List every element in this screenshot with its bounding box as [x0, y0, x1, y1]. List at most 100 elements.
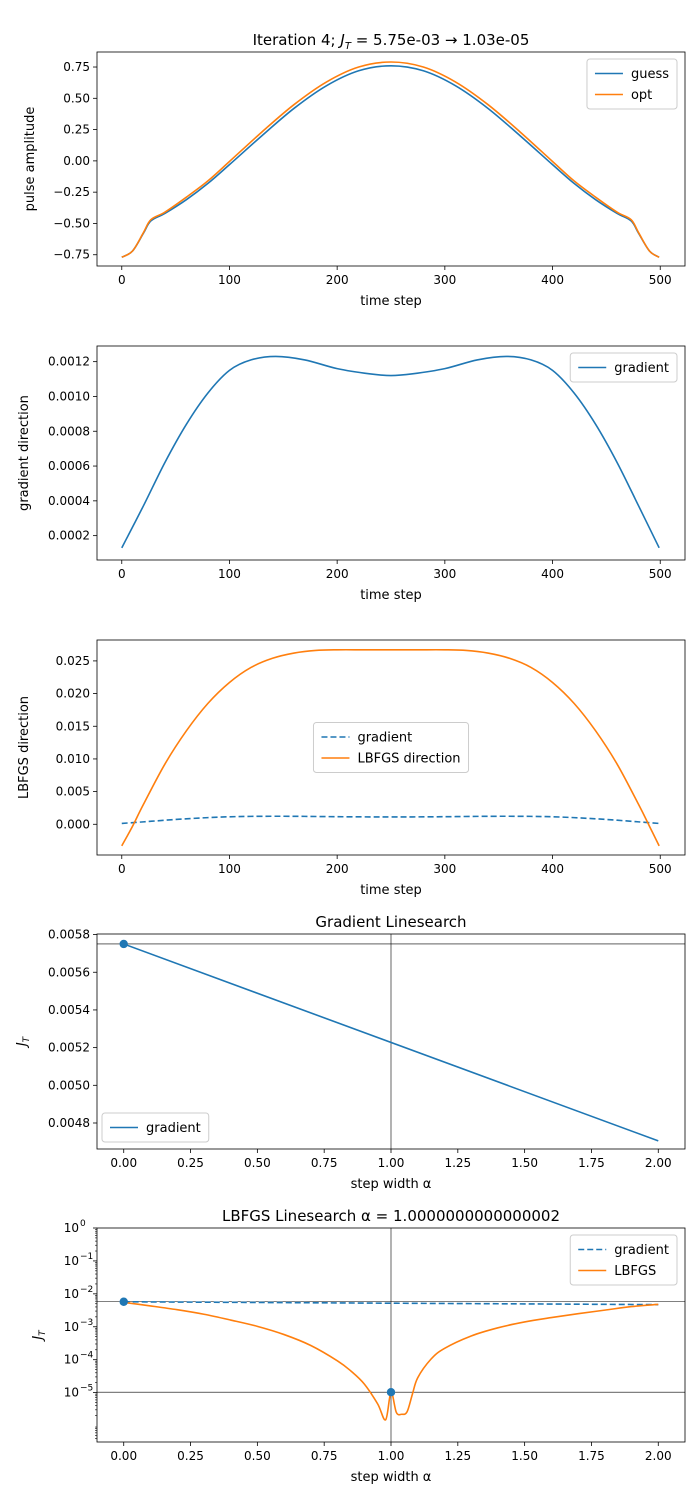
y-tick-label: 0.005	[56, 785, 90, 799]
x-tick-label: 0.75	[311, 1156, 338, 1170]
x-tick-label: 1.50	[511, 1449, 538, 1463]
legend-box	[569, 1234, 678, 1286]
series-line-gradient	[123, 1300, 659, 1306]
y-tick-label: 10−4	[64, 1351, 94, 1367]
y-axis-label: LBFGS direction	[17, 696, 32, 799]
x-tick-label: 0.50	[244, 1449, 271, 1463]
x-tick-label: 0.25	[177, 1156, 204, 1170]
y-tick-label: 10−5	[64, 1384, 94, 1400]
y-tick-label: 0.0012	[48, 355, 90, 369]
x-tick-label: 500	[649, 567, 672, 581]
y-tick-base: 10	[64, 1287, 79, 1301]
legend: gradient LBFGS direction	[312, 722, 470, 773]
plot-data	[97, 1228, 685, 1442]
x-tick-label: 0	[118, 862, 126, 876]
plot-data	[97, 934, 685, 1149]
plot-data	[121, 648, 660, 847]
x-tick-label: 1.50	[511, 1156, 538, 1170]
y-tick-label: 0.025	[56, 654, 90, 668]
y-tick-label: 0.020	[56, 687, 90, 701]
x-tick-label: 300	[433, 567, 456, 581]
title-prefix: Iteration 4;	[253, 31, 341, 49]
y-tick-label: 0.0006	[48, 459, 90, 473]
x-tick-label: 400	[541, 862, 564, 876]
x-tick-label: 1.75	[578, 1156, 605, 1170]
marker-point	[119, 939, 128, 949]
title-subscript: T	[345, 41, 352, 52]
x-tick-label: 1.00	[378, 1449, 405, 1463]
x-tick-label: 0	[118, 567, 126, 581]
chart-title: LBFGS Linesearch α = 1.0000000000000002	[222, 1207, 560, 1225]
y-tick-label: 0.0048	[48, 1116, 90, 1130]
chart-pulse-amplitude: Iteration 4; JT = 5.75e-03 → 1.03e-05 0 10…	[23, 31, 686, 309]
legend-box	[569, 352, 678, 383]
y-axis-label: gradient direction	[17, 395, 32, 511]
x-tick-label: 0.00	[110, 1156, 137, 1170]
plot-frame	[96, 639, 686, 856]
y-tick-label: 0.015	[56, 719, 90, 733]
chart-title: Gradient Linesearch	[315, 913, 466, 931]
marker-point	[119, 1297, 128, 1306]
legend-label: LBFGS	[614, 1264, 656, 1279]
legend: guess opt	[586, 58, 678, 110]
x-tick-label: 200	[326, 862, 349, 876]
y-tick-label: 0.00	[63, 154, 90, 168]
y-tick-label: 0.0008	[48, 424, 90, 438]
y-tick-label: 0.0052	[48, 1041, 90, 1055]
y-axis-label: pulse amplitude	[23, 107, 38, 212]
legend-label: opt	[631, 88, 652, 103]
plot-frame	[96, 1227, 686, 1443]
series-line-lbfgs-direction	[121, 648, 660, 847]
y-axis-label: JT	[31, 1329, 48, 1343]
series-line-gradient	[121, 815, 660, 825]
y-tick-exponent: −2	[80, 1285, 93, 1295]
y-tick-label: 0.010	[56, 752, 90, 766]
series-line-gradient	[121, 355, 660, 549]
y-tick-base: 10	[64, 1254, 79, 1268]
x-tick-label: 200	[326, 273, 349, 287]
plot-data	[121, 61, 660, 258]
x-tick-label: 100	[218, 862, 241, 876]
x-tick-label: 0.00	[110, 1449, 137, 1463]
chart-title: Iteration 4; JT = 5.75e-03 → 1.03e-05	[253, 31, 530, 52]
x-axis-label: step width α	[351, 1177, 432, 1192]
legend-box	[586, 58, 678, 110]
y-tick-label: 0.0002	[48, 529, 90, 543]
marker-point	[386, 1387, 396, 1397]
legend-label: gradient	[614, 361, 669, 376]
x-tick-label: 0.50	[244, 1156, 271, 1170]
y-label-j: J	[15, 1042, 30, 1049]
series-line-lbfgs	[123, 1301, 659, 1421]
plot-data	[121, 355, 660, 549]
series-line-gradient	[123, 943, 659, 1142]
y-tick-label: −0.25	[53, 185, 90, 199]
legend-label: gradient	[357, 731, 412, 746]
y-tick-exponent: −5	[80, 1384, 93, 1394]
y-tick-label: −0.75	[53, 248, 90, 262]
y-tick-label: 100	[64, 1219, 86, 1235]
y-tick-label: 0.75	[63, 60, 90, 74]
chart-lbfgs-direction: 0 100 200 300 400 500 0.000 0.005 0.010 0.015 0.02…	[17, 639, 686, 898]
legend: gradient	[569, 352, 678, 383]
legend: gradient LBFGS	[569, 1234, 678, 1286]
x-tick-label: 1.75	[578, 1449, 605, 1463]
y-label-subscript: T	[38, 1329, 48, 1336]
x-axis-label: time step	[360, 883, 422, 898]
x-tick-label: 500	[649, 273, 672, 287]
legend-label: gradient	[146, 1121, 201, 1136]
y-tick-label: 10−2	[64, 1285, 94, 1301]
legend-label: gradient	[614, 1243, 669, 1258]
y-tick-label: 0.0050	[48, 1078, 90, 1092]
y-label-j: J	[31, 1336, 46, 1343]
x-tick-label: 100	[218, 273, 241, 287]
legend: gradient	[101, 1112, 210, 1143]
x-tick-label: 2.00	[645, 1449, 672, 1463]
y-tick-label: 0.0058	[48, 928, 90, 942]
x-tick-label: 1.00	[378, 1156, 405, 1170]
y-tick-label: 10−3	[64, 1318, 94, 1334]
legend-box	[101, 1112, 210, 1143]
plot-frame	[96, 51, 686, 267]
y-tick-base: 10	[64, 1221, 79, 1235]
x-tick-label: 1.25	[444, 1449, 471, 1463]
